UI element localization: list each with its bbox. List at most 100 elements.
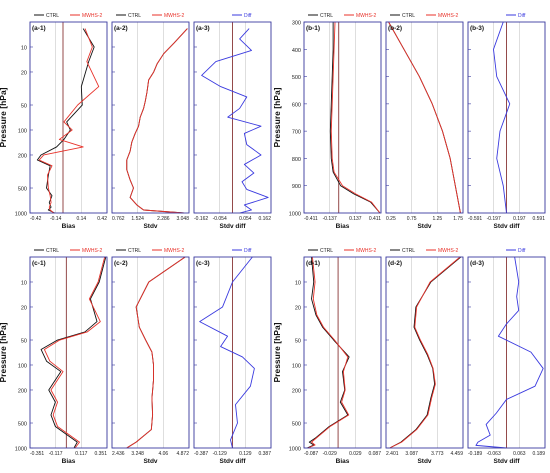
y-tick-label: 50 — [21, 104, 27, 110]
panel-tag: (d-1) — [306, 260, 320, 267]
legend-label: MWHS-2 — [356, 248, 376, 254]
panel-frame — [29, 256, 108, 449]
x-tick-label: 0.25 — [386, 216, 396, 222]
x-axis-label: Stdv diff — [494, 223, 521, 230]
legend-label: Diff — [244, 13, 252, 19]
y-tick-label: 200 — [18, 388, 27, 394]
x-tick-label: -0.14 — [50, 216, 62, 222]
y-tick-label: 800 — [292, 157, 301, 163]
series-line-ctrl — [329, 22, 381, 214]
x-tick-label: 0.197 — [513, 216, 526, 222]
x-axis-label: Stdv — [417, 223, 431, 230]
panel-tag: (d-2) — [388, 260, 402, 267]
y-tick-label: 10 — [295, 280, 301, 286]
x-axis-label: Bias — [336, 223, 350, 230]
legend-label: CTRL — [46, 248, 59, 254]
x-tick-label: -0.197 — [487, 216, 501, 222]
chart-b: Pressure [hPa]3004005006007008009001000C… — [272, 13, 546, 230]
legend-label: CTRL — [46, 13, 59, 19]
x-tick-label: 0.762 — [112, 216, 125, 222]
panel-frame — [111, 256, 190, 449]
x-tick-label: 0.42 — [97, 216, 107, 222]
x-tick-label: -0.42 — [30, 216, 42, 222]
x-axis-label: Stdv — [143, 223, 157, 230]
chart-a: Pressure [hPa] 10 20 50 100 200 500 1000 CTRL MWH… — [0, 13, 272, 230]
series-line-mwhs-2 — [126, 256, 186, 449]
y-tick-label: 20 — [21, 70, 27, 76]
x-tick-label: 3.773 — [431, 451, 444, 457]
x-axis-label: Bias — [336, 458, 350, 465]
x-tick-label: 1.524 — [131, 216, 144, 222]
y-tick-label: 100 — [18, 128, 27, 134]
y-tick-label: 500 — [292, 422, 301, 428]
y-tick-label: 50 — [295, 339, 301, 345]
panel-tag: (a-3) — [196, 25, 210, 32]
y-axis-title: Pressure [hPa] — [0, 322, 8, 382]
series-line-diff — [475, 256, 544, 449]
y-tick-label: 200 — [292, 388, 301, 394]
series-line-ctrl — [389, 256, 462, 449]
x-tick-label: 0.189 — [532, 451, 545, 457]
x-axis-label: Stdv — [143, 458, 157, 465]
x-tick-label: -0.351 — [30, 451, 44, 457]
x-tick-label: -0.189 — [468, 451, 482, 457]
panel-a-1: CTRL MWHS-2 -0.42 -0.14 0.14 0.42 (a-1) Bias — [29, 13, 108, 230]
y-tick-label: 10 — [21, 280, 27, 286]
legend-label: Diff — [518, 248, 526, 254]
x-tick-label: 3.248 — [131, 451, 144, 457]
panel-tag: (c-1) — [32, 260, 46, 267]
y-tick-label: 1000 — [15, 447, 27, 453]
panel-tag: (c-3) — [196, 260, 210, 267]
x-tick-label: -0.137 — [323, 216, 337, 222]
x-axis-label: Bias — [62, 223, 76, 230]
panel-frame — [467, 21, 546, 214]
x-tick-label: 0.087 — [368, 451, 381, 457]
series-line-mwhs-2 — [330, 21, 381, 214]
panel-frame — [29, 21, 108, 214]
y-tick-label: 600 — [292, 102, 301, 108]
panel-frame — [193, 21, 272, 214]
legend-label: MWHS-2 — [164, 13, 184, 19]
y-tick-label: 500 — [18, 422, 27, 428]
x-tick-label: -0.087 — [304, 451, 318, 457]
x-axis-label: Stdv — [417, 458, 431, 465]
y-tick-label: 20 — [295, 305, 301, 311]
x-tick-label: 2.436 — [112, 451, 125, 457]
series-line-ctrl — [388, 21, 461, 214]
x-tick-label: -0.063 — [487, 451, 501, 457]
legend-label: CTRL — [128, 13, 141, 19]
series-line-mwhs-2 — [38, 28, 100, 214]
x-tick-label: 0.117 — [75, 451, 87, 457]
chart-d: Pressure [hPa] 10 20 50 100 200 500 1000 CTRL MWH… — [272, 248, 546, 465]
panel-frame — [385, 256, 464, 449]
panel-d-1: CTRL MWHS-2 -0.087 -0.029 0.029 0.087 (d-1) Bia… — [303, 248, 382, 465]
legend-label: MWHS-2 — [164, 248, 184, 254]
panel-tag: (b-1) — [306, 25, 320, 32]
x-tick-label: 0.75 — [407, 216, 417, 222]
panel-b-2: CTRL MWHS-2 0.25 0.75 1.25 1.75 (b-2) Stdv — [385, 13, 464, 230]
x-axis-label: Stdv diff — [220, 458, 247, 465]
panel-frame — [467, 256, 546, 449]
legend-label: MWHS-2 — [82, 248, 102, 254]
panel-d-2: CTRL MWHS-2 2.401 3.087 3.773 4.459 (d-2) Stdv — [385, 248, 464, 465]
x-tick-label: 3.087 — [405, 451, 418, 457]
y-tick-label: 500 — [292, 75, 301, 81]
x-tick-label: 2.286 — [157, 216, 170, 222]
y-tick-label: 400 — [292, 48, 301, 54]
legend-label: CTRL — [320, 13, 333, 19]
panel-b-3: Diff -0.591 -0.197 0.197 0.591 (b-3) Stdv diff — [467, 13, 546, 230]
x-tick-label: 0.137 — [349, 216, 362, 222]
x-tick-label: 0.162 — [258, 216, 271, 222]
series-line-mwhs-2 — [307, 256, 350, 449]
panel-tag: (a-1) — [32, 25, 46, 32]
panel-frame — [385, 21, 464, 214]
y-tick-label: 900 — [292, 184, 301, 190]
series-line-ctrl — [36, 28, 95, 214]
panel-b-1: CTRL MWHS-2 -0.411 -0.137 0.137 0.411 (b-1) Bia… — [303, 13, 382, 230]
x-tick-label: -0.129 — [213, 451, 227, 457]
legend-label: CTRL — [320, 248, 333, 254]
x-tick-label: -0.591 — [468, 216, 482, 222]
x-tick-label: -0.029 — [323, 451, 337, 457]
legend-label: CTRL — [402, 248, 415, 254]
panel-d-3: Diff -0.189 -0.063 0.063 0.189 (d-3) Stdv diff — [467, 248, 546, 465]
